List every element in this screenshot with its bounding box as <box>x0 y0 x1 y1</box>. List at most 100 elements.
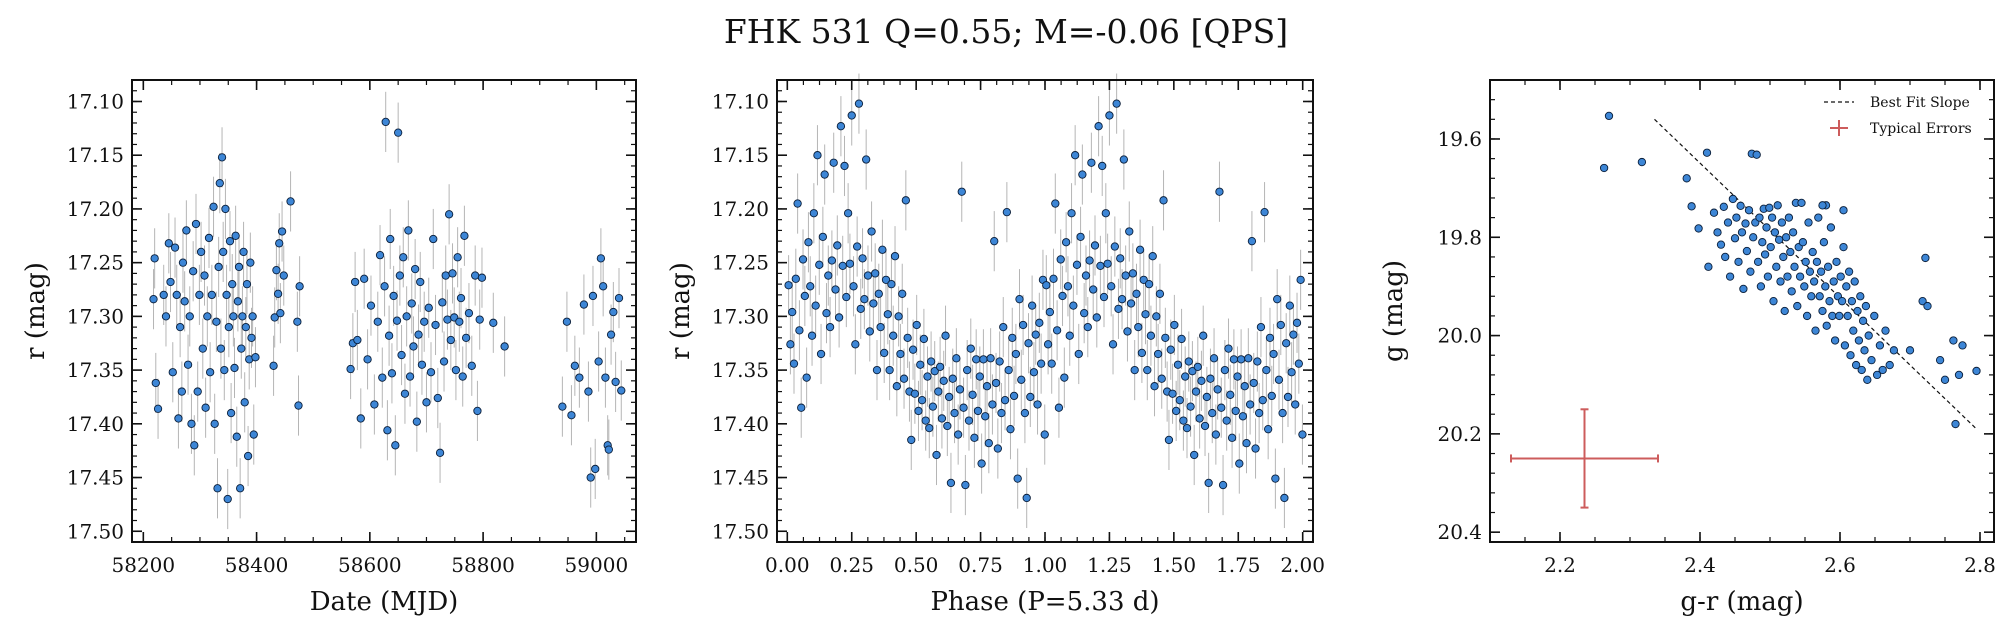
data-point <box>410 264 420 274</box>
data-point <box>458 372 467 381</box>
data-point <box>903 333 912 343</box>
data-point <box>404 226 413 235</box>
x-tick-label: 58800 <box>451 553 515 577</box>
data-point <box>1287 368 1296 377</box>
data-point <box>1202 392 1211 402</box>
data-point <box>1015 295 1024 304</box>
data-point <box>431 320 440 330</box>
data-point <box>988 400 997 409</box>
data-point <box>275 239 284 248</box>
data-point <box>1746 267 1755 276</box>
data-point <box>373 317 382 326</box>
x-tick-label: 58200 <box>112 553 176 577</box>
data-point <box>164 239 173 248</box>
data-point <box>215 178 224 188</box>
data-point <box>981 412 990 421</box>
data-point <box>596 254 606 263</box>
data-point <box>1808 247 1817 257</box>
data-point <box>149 295 158 304</box>
data-point <box>1033 400 1042 409</box>
data-point <box>464 308 474 318</box>
y-tick-label: 19.6 <box>1437 127 1482 151</box>
data-point <box>795 326 804 335</box>
data-point <box>1825 297 1834 306</box>
data-point <box>1159 196 1168 205</box>
data-point <box>1240 382 1249 391</box>
data-point <box>1052 326 1062 335</box>
data-point <box>219 247 228 257</box>
data-point <box>1121 271 1130 280</box>
data-point <box>966 344 975 353</box>
data-point <box>1254 408 1264 418</box>
data-point <box>444 210 454 219</box>
y-tick-label: 17.25 <box>712 251 769 275</box>
data-point <box>1262 365 1271 375</box>
y-tick-label: 20.0 <box>1437 324 1482 348</box>
data-point <box>1599 163 1609 173</box>
data-point <box>786 340 795 349</box>
data-point <box>1836 272 1845 281</box>
data-point <box>1153 349 1163 359</box>
data-point <box>834 313 844 322</box>
data-point <box>894 312 903 321</box>
data-point <box>443 315 452 324</box>
data-point <box>1231 406 1240 416</box>
data-point <box>1949 336 1958 345</box>
data-point <box>400 389 410 398</box>
data-point <box>946 478 956 488</box>
data-point <box>1078 170 1087 179</box>
data-point <box>862 155 871 164</box>
y-tick-label: 20.4 <box>1437 520 1482 544</box>
data-point <box>858 254 867 263</box>
data-point <box>892 382 901 391</box>
data-point <box>232 432 241 441</box>
data-point <box>1170 320 1179 330</box>
y-tick-label: 17.50 <box>712 519 769 543</box>
data-point <box>1878 365 1887 375</box>
data-point <box>809 209 818 218</box>
data-point <box>1146 331 1156 340</box>
data-point <box>1045 307 1055 317</box>
data-point <box>1218 480 1228 490</box>
data-point <box>575 373 584 382</box>
data-point <box>467 361 476 370</box>
data-point <box>1839 242 1848 252</box>
data-point <box>420 317 429 326</box>
data-point <box>416 277 425 287</box>
data-point <box>346 364 355 374</box>
data-point <box>1783 272 1792 281</box>
data-point <box>970 433 979 442</box>
data-point <box>500 342 509 351</box>
data-point <box>439 357 449 366</box>
data-point <box>993 444 1002 453</box>
data-point <box>1089 285 1098 294</box>
data-point <box>405 372 415 381</box>
data-point <box>975 372 984 381</box>
data-point <box>584 387 593 396</box>
data-point <box>1780 306 1789 316</box>
x-tick-label: 59000 <box>565 553 629 577</box>
data-point <box>1080 308 1089 318</box>
x-tick-label: 1.75 <box>1216 553 1261 577</box>
data-point <box>1826 223 1836 232</box>
data-point <box>213 484 222 493</box>
data-point <box>856 304 865 314</box>
data-point <box>1271 474 1280 483</box>
data-point <box>1795 272 1805 281</box>
data-point <box>159 290 168 300</box>
data-point <box>952 354 961 363</box>
data-point <box>1819 238 1829 247</box>
data-point <box>456 293 466 303</box>
data-point <box>1103 259 1112 268</box>
data-point <box>558 402 567 411</box>
data-point <box>1864 331 1873 340</box>
axes-frame <box>131 79 637 543</box>
data-point <box>249 430 258 439</box>
data-point <box>453 253 462 262</box>
x-axis-label: g-r (mag) <box>1680 587 1803 617</box>
data-point <box>854 99 864 108</box>
data-point <box>1135 245 1145 254</box>
data-point <box>1107 282 1116 291</box>
x-axis-label: Date (MJD) <box>310 587 459 617</box>
